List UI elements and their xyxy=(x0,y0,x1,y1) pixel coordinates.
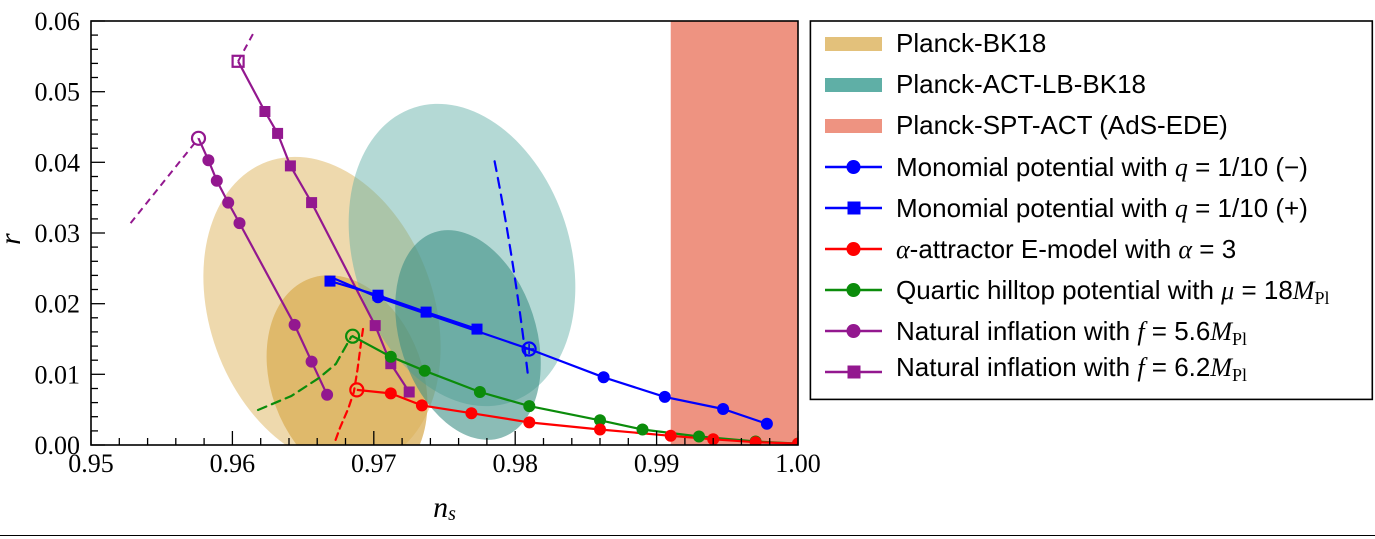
svg-text:Monomial potential with q = 1/: Monomial potential with q = 1/10 (−) xyxy=(896,152,1308,182)
svg-text:0.96: 0.96 xyxy=(210,449,256,478)
svg-text:0.02: 0.02 xyxy=(35,290,81,319)
svg-text:0.97: 0.97 xyxy=(351,449,397,478)
svg-text:Natural inflation with f = 6.2: Natural inflation with f = 6.2MPl xyxy=(896,352,1247,385)
svg-text:ns: ns xyxy=(433,491,456,525)
svg-text:0.99: 0.99 xyxy=(634,449,680,478)
svg-text:0.06: 0.06 xyxy=(35,7,81,36)
svg-text:0.03: 0.03 xyxy=(35,219,81,248)
svg-text:r: r xyxy=(0,233,27,245)
svg-text:Planck-BK18: Planck-BK18 xyxy=(896,28,1046,58)
svg-text:0.04: 0.04 xyxy=(35,148,81,177)
svg-text:Monomial potential with q = 1/: Monomial potential with q = 1/10 (+) xyxy=(896,193,1308,223)
svg-text:0.01: 0.01 xyxy=(35,360,81,389)
svg-text:0.98: 0.98 xyxy=(492,449,538,478)
svg-text:Planck-ACT-LB-BK18: Planck-ACT-LB-BK18 xyxy=(896,69,1146,99)
svg-text:Planck-SPT-ACT (AdS-EDE): Planck-SPT-ACT (AdS-EDE) xyxy=(896,110,1228,140)
svg-text:Quartic hilltop potential with: Quartic hilltop potential with μ = 18MPl xyxy=(896,275,1329,308)
svg-text:0.00: 0.00 xyxy=(35,431,81,460)
svg-text:Natural inflation with f = 5.6: Natural inflation with f = 5.6MPl xyxy=(896,316,1247,349)
svg-text:1.00: 1.00 xyxy=(775,449,821,478)
svg-text:0.05: 0.05 xyxy=(35,78,81,107)
svg-text:α-attractor E-model with α = 3: α-attractor E-model with α = 3 xyxy=(896,234,1236,264)
